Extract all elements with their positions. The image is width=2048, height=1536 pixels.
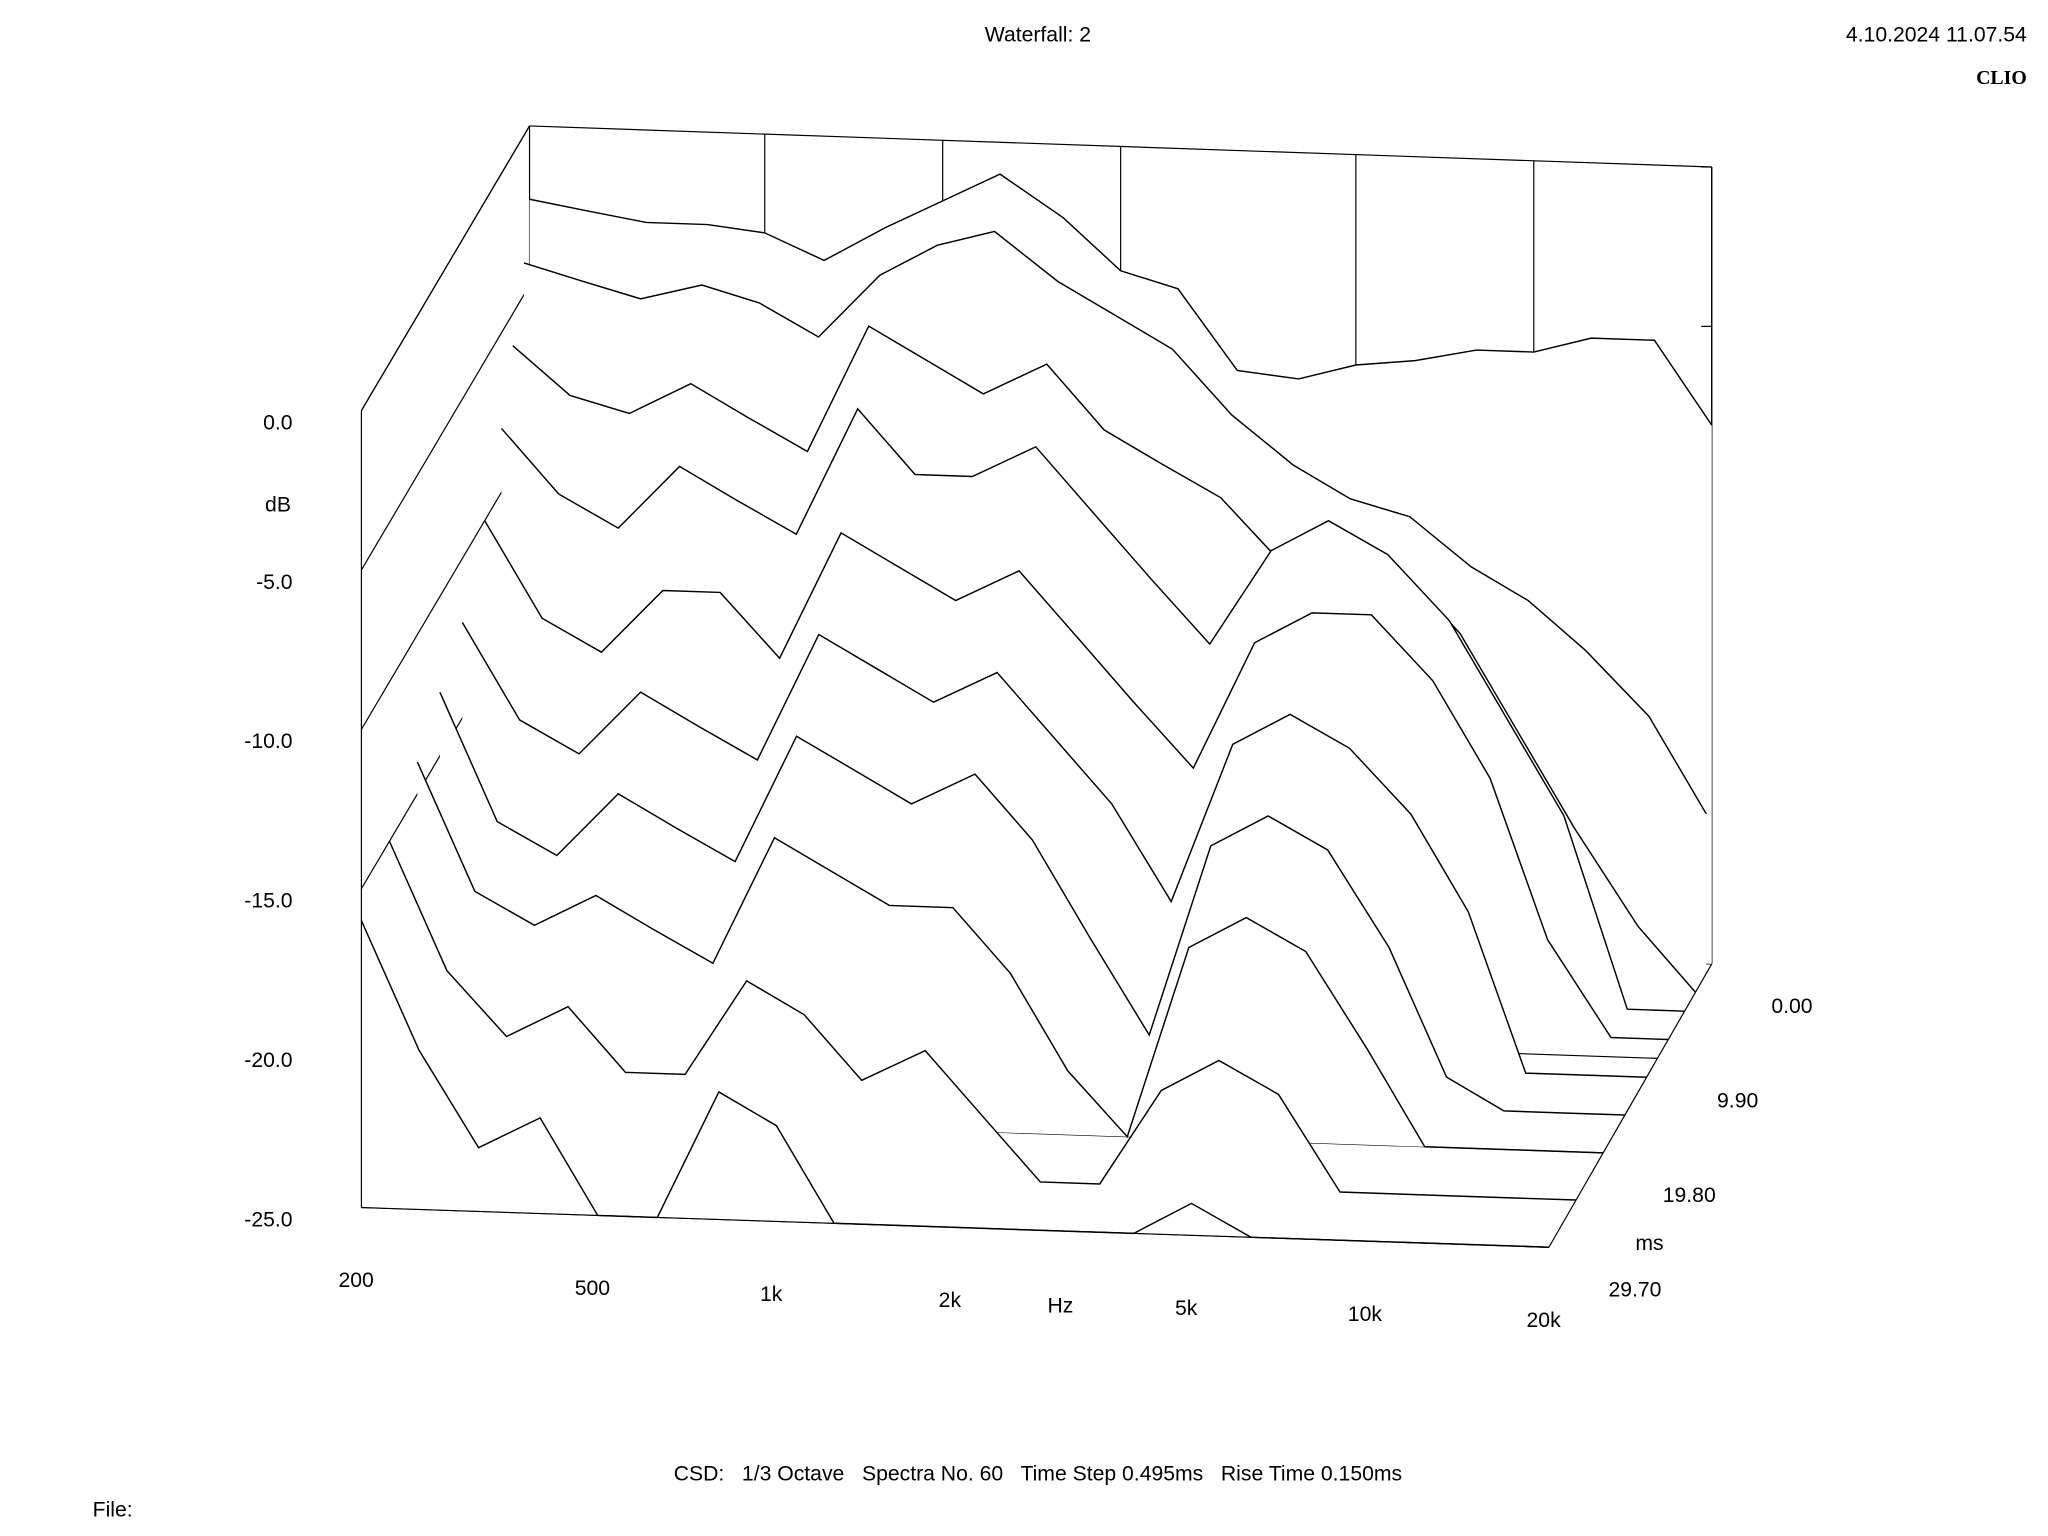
x-tick-label: 10k	[1348, 1303, 1383, 1326]
timestamp: 4.10.2024 11.07.54	[1846, 24, 2027, 47]
left-wall-grid-line	[360, 285, 531, 571]
y-tick-label: -20.0	[244, 1049, 292, 1072]
spectrum-slice	[461, 622, 1647, 1078]
spectrum-slice	[388, 841, 1577, 1201]
spectrum-slice	[416, 761, 1604, 1154]
y-tick-label: -5.0	[256, 571, 292, 594]
spectrum-slice	[529, 173, 1713, 426]
x-tick-label: 500	[575, 1277, 610, 1300]
spectrum-slice	[484, 520, 1669, 1041]
y-tick-label: 0.0	[263, 411, 292, 434]
spectrum-slice	[439, 691, 1625, 1116]
y-axis-label: dB	[265, 493, 291, 516]
y-tick-label: -15.0	[244, 890, 292, 913]
z-tick-label: 19.80	[1663, 1184, 1716, 1207]
y-tick-label: -25.0	[244, 1208, 292, 1231]
z-tick-label: 29.70	[1608, 1279, 1661, 1302]
z-tick-label: 9.90	[1717, 1090, 1758, 1113]
left-wall-grid-line	[360, 125, 531, 411]
file-label: File:	[93, 1498, 133, 1521]
footer: CSD: 1/3 Octave Spectra No. 60 Time Step…	[674, 1463, 1402, 1486]
spectrum-slice	[512, 325, 1697, 993]
x-axis-label: Hz	[1047, 1294, 1073, 1317]
slices	[360, 173, 1713, 1248]
front-layer: 200 500 1k 2k 5k 10k 20k -25.0 -20.0 -15.0 -10.0 -5…	[244, 410, 1813, 1332]
brand: CLIO	[1976, 67, 2027, 89]
x-tick-label: 2k	[939, 1289, 962, 1312]
x-tick-label: 200	[338, 1269, 373, 1292]
x-tick-label: 20k	[1527, 1309, 1562, 1332]
z-axis-label: ms	[1635, 1232, 1663, 1255]
spectrum-slice	[523, 230, 1707, 815]
y-tick-label: -10.0	[244, 730, 292, 753]
slice-fill	[389, 841, 1577, 1200]
z-tick-label: 0.00	[1771, 995, 1812, 1018]
x-tick-label: 5k	[1175, 1297, 1198, 1320]
frame-edge	[361, 1206, 1549, 1248]
x-tick-label: 1k	[760, 1283, 783, 1306]
chart-title: Waterfall: 2	[985, 24, 1091, 47]
spectrum-slice	[500, 407, 1685, 1012]
frame-edge	[1548, 963, 1713, 1248]
